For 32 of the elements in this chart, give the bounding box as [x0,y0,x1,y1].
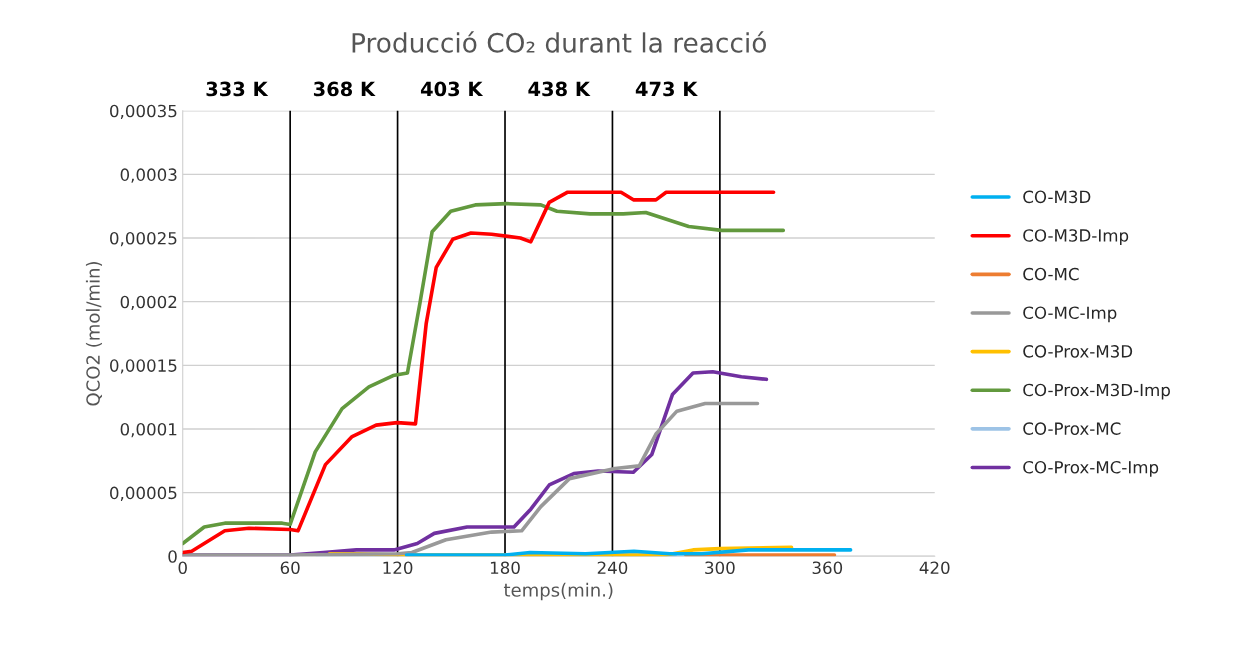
legend-label: CO-MC-Imp [1023,306,1117,323]
legend-label: CO-M3D-Imp [1023,229,1129,245]
x-tick-label: 240 [597,561,628,575]
chart-title: Producció CO₂ durant la reacció [352,31,766,53]
y-tick-label: 0,0003 [120,168,177,183]
text: 473 K [635,81,698,97]
y-tick-label: 0,0002 [120,295,177,310]
x-tick-label: 120 [383,561,413,575]
text: 438 K [528,81,591,97]
y-tick-label: 0,00035 [110,104,177,119]
y-tick-label: 0,00015 [110,359,177,374]
text: 333 K [206,81,269,97]
y-axis-title: QCO2 (mol/min) [85,261,103,406]
y-tick-label: 0,0001 [120,422,177,438]
x-axis-title: temps(min.) [503,582,613,601]
x-tick-label: 180 [490,561,520,575]
y-tick-label: 0,00025 [110,231,177,247]
legend-label: CO-Prox-M3D [1023,345,1133,358]
text: 368 K [313,81,376,97]
y-tick-label: 0,00005 [110,486,177,501]
text: 403 K [420,81,484,97]
legend-label: CO-Prox-M3D-Imp [1023,383,1170,400]
x-tick-label: 0 [178,561,187,575]
legend-label: CO-Prox-MC [1023,422,1121,435]
x-tick-label: 420 [919,561,950,575]
legend-label: CO-MC [1023,267,1079,281]
x-tick-label: 300 [705,561,735,575]
legend-label: CO-M3D [1023,190,1091,204]
y-tick-label: 0 [168,550,177,563]
legend-label: CO-Prox-MC-Imp [1023,460,1159,477]
x-tick-label: 360 [812,561,843,575]
x-tick-label: 60 [280,561,300,575]
